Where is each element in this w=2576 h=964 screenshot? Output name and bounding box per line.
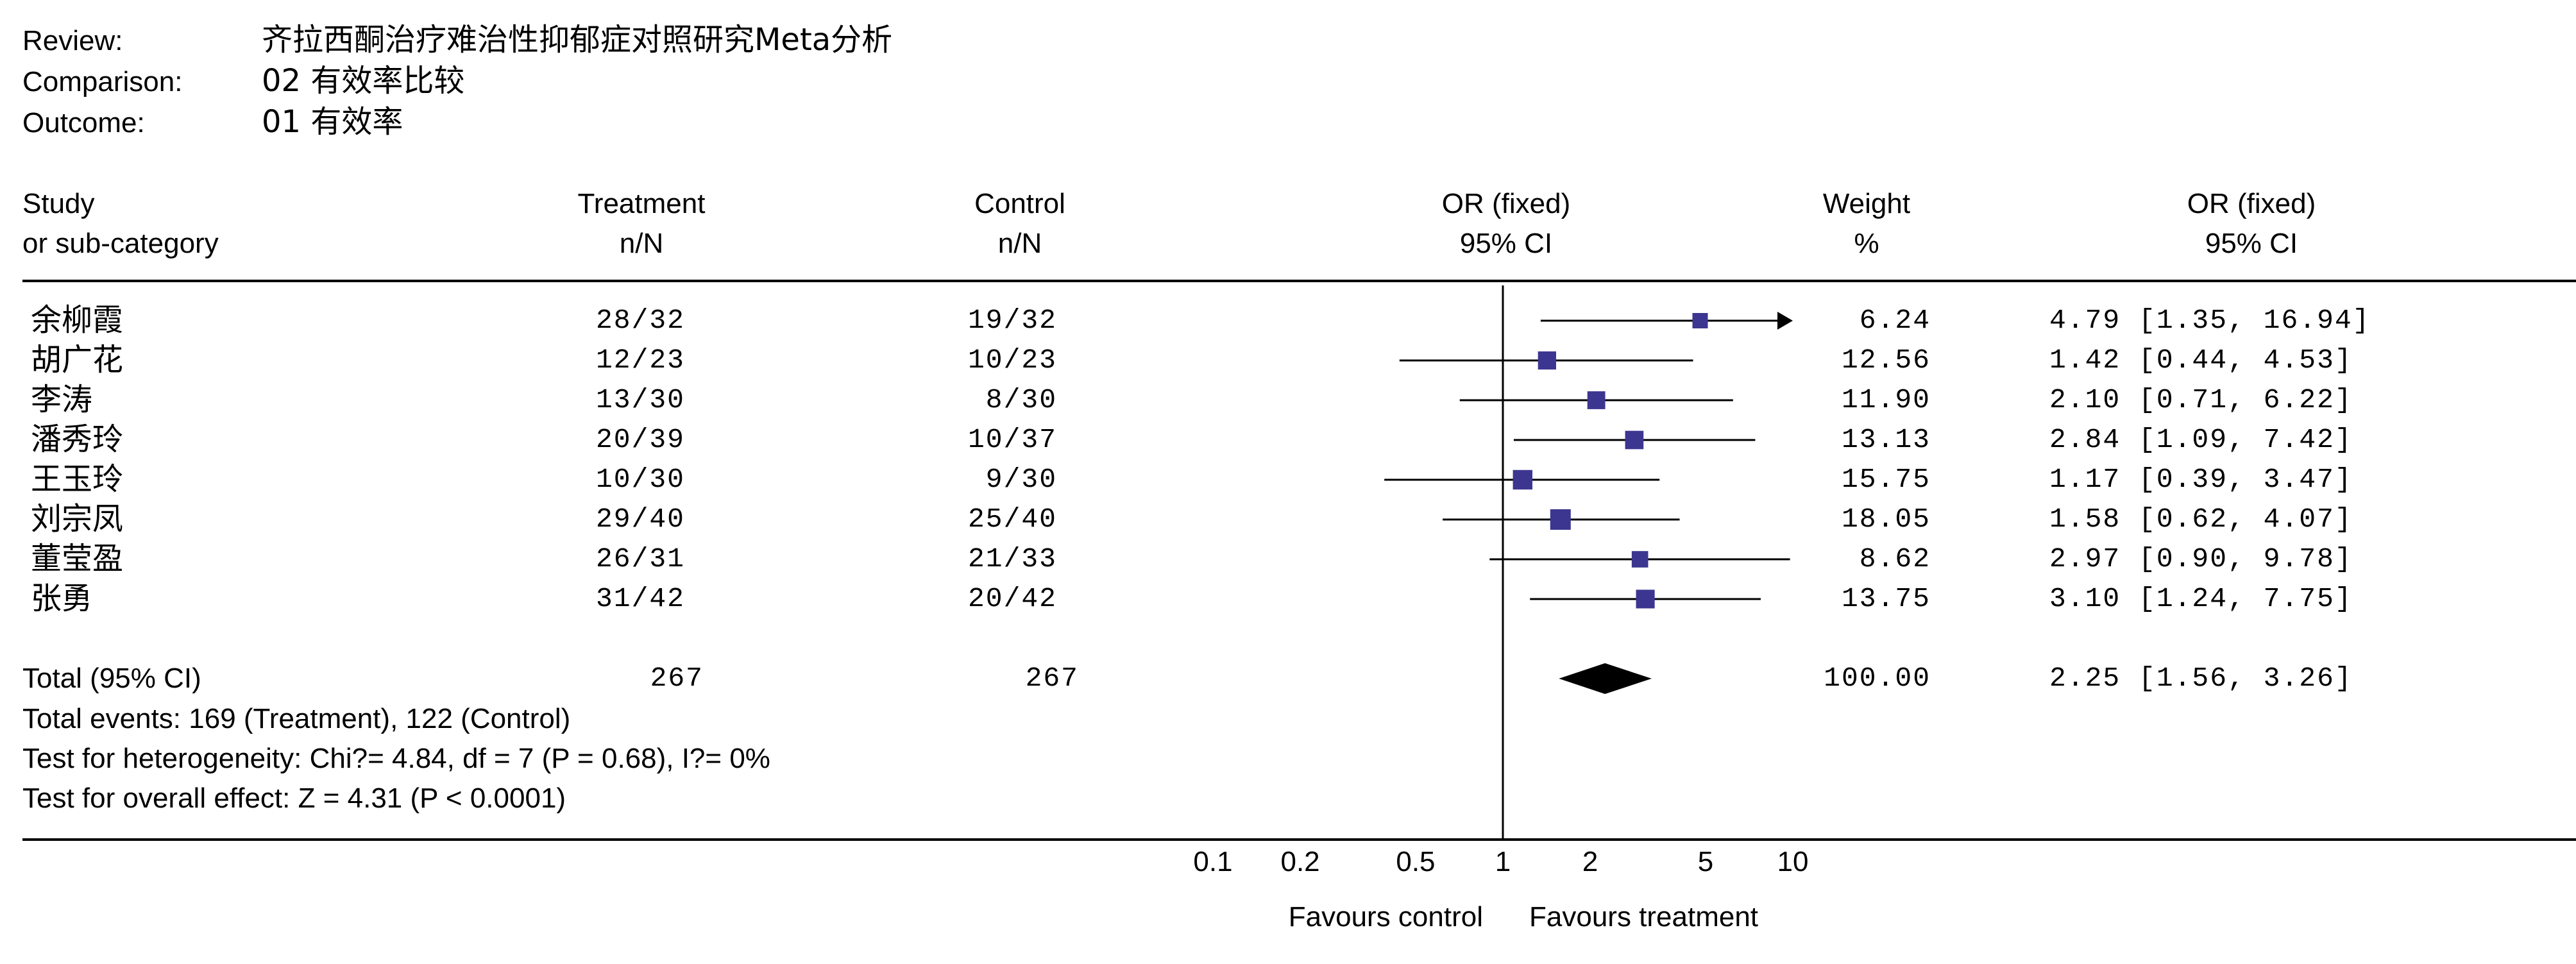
control-value: 8/30 bbox=[985, 384, 1057, 416]
or-ci-value: 4.79 [1.35, 16.94] bbox=[2049, 305, 2371, 336]
weight-value: 6.24 bbox=[1859, 305, 1931, 336]
ci-arrow bbox=[1777, 312, 1793, 330]
weight-value: 11.90 bbox=[1841, 384, 1931, 416]
treatment-value: 26/31 bbox=[595, 543, 685, 575]
col-weight-heading: Weight bbox=[1822, 188, 1911, 219]
weight-value: 13.75 bbox=[1841, 583, 1931, 614]
study-name: 董莹盈 bbox=[31, 541, 124, 577]
total-label: Total (95% CI) bbox=[22, 663, 201, 694]
total-control: 267 bbox=[1025, 663, 1079, 694]
treatment-value: 12/23 bbox=[595, 344, 685, 376]
or-ci-value: 1.17 [0.39, 3.47] bbox=[2049, 464, 2353, 495]
col-study-subheading: or sub-category bbox=[22, 228, 219, 259]
study-name: 张勇 bbox=[31, 580, 93, 616]
col-treatment-heading: Treatment bbox=[577, 188, 706, 219]
or-ci-value: 1.58 [0.62, 4.07] bbox=[2049, 503, 2353, 535]
study-name: 潘秀玲 bbox=[31, 421, 124, 457]
study-name: 王玉玲 bbox=[31, 461, 124, 497]
outcome-value: 01 有效率 bbox=[262, 104, 403, 140]
axis-tick-label: 5 bbox=[1698, 846, 1713, 877]
col-weight-subheading: % bbox=[1854, 228, 1879, 259]
axis-tick-label: 0.5 bbox=[1396, 846, 1435, 877]
treatment-value: 20/39 bbox=[595, 424, 685, 455]
study-name: 刘宗凤 bbox=[31, 501, 124, 537]
total-or-ci: 2.25 [1.56, 3.26] bbox=[2049, 663, 2353, 694]
study-marker bbox=[1692, 313, 1708, 328]
or-ci-value: 2.84 [1.09, 7.42] bbox=[2049, 424, 2353, 455]
weight-value: 18.05 bbox=[1841, 503, 1931, 535]
outcome-label: Outcome: bbox=[22, 107, 145, 139]
study-marker bbox=[1513, 469, 1533, 490]
or-ci-value: 2.10 [0.71, 6.22] bbox=[2049, 384, 2353, 416]
col-control-subheading: n/N bbox=[997, 228, 1042, 259]
treatment-value: 28/32 bbox=[595, 305, 685, 336]
treatment-value: 10/30 bbox=[595, 464, 685, 495]
axis-tick-label: 1 bbox=[1495, 846, 1511, 877]
control-value: 19/32 bbox=[967, 305, 1057, 336]
col-or-text-subheading: 95% CI bbox=[2205, 228, 2298, 259]
comparison-value: 02 有效率比较 bbox=[262, 63, 465, 99]
col-or-plot-subheading: 95% CI bbox=[1459, 228, 1553, 259]
control-value: 10/23 bbox=[967, 344, 1057, 376]
weight-value: 8.62 bbox=[1859, 543, 1931, 575]
control-value: 9/30 bbox=[985, 464, 1057, 495]
axis-tick-label: 0.1 bbox=[1193, 846, 1232, 877]
study-marker bbox=[1538, 351, 1556, 370]
or-ci-value: 2.97 [0.90, 9.78] bbox=[2049, 543, 2353, 575]
favours-control-label: Favours control bbox=[1288, 901, 1483, 933]
pooled-diamond bbox=[1559, 663, 1652, 694]
study-name: 李涛 bbox=[31, 382, 93, 418]
treatment-value: 29/40 bbox=[595, 503, 685, 535]
study-marker bbox=[1587, 391, 1606, 409]
col-treatment-subheading: n/N bbox=[619, 228, 664, 259]
total-events-note: Total events: 169 (Treatment), 122 (Cont… bbox=[22, 703, 571, 734]
axis-tick-label: 2 bbox=[1582, 846, 1598, 877]
control-value: 25/40 bbox=[967, 503, 1057, 535]
favours-treatment-label: Favours treatment bbox=[1529, 901, 1759, 933]
study-marker bbox=[1631, 551, 1648, 568]
study-marker bbox=[1625, 430, 1644, 450]
total-treatment: 267 bbox=[650, 663, 704, 694]
treatment-value: 31/42 bbox=[595, 583, 685, 614]
or-ci-value: 1.42 [0.44, 4.53] bbox=[2049, 344, 2353, 376]
weight-value: 13.13 bbox=[1841, 424, 1931, 455]
axis-tick-label: 10 bbox=[1777, 846, 1809, 877]
weight-value: 15.75 bbox=[1841, 464, 1931, 495]
heterogeneity-note: Test for heterogeneity: Chi?= 4.84, df =… bbox=[22, 743, 770, 774]
study-marker bbox=[1636, 589, 1655, 609]
study-name: 胡广花 bbox=[31, 342, 124, 378]
overall-effect-note: Test for overall effect: Z = 4.31 (P < 0… bbox=[22, 782, 566, 814]
col-or-text-heading: OR (fixed) bbox=[2187, 188, 2316, 219]
axis-tick-label: 0.2 bbox=[1280, 846, 1319, 877]
col-study-heading: Study bbox=[22, 188, 95, 219]
weight-value: 12.56 bbox=[1841, 344, 1931, 376]
study-name: 余柳霞 bbox=[31, 302, 124, 338]
control-value: 20/42 bbox=[967, 583, 1057, 614]
study-marker bbox=[1550, 509, 1571, 530]
treatment-value: 13/30 bbox=[595, 384, 685, 416]
control-value: 21/33 bbox=[967, 543, 1057, 575]
review-label: Review: bbox=[22, 25, 123, 56]
or-ci-value: 3.10 [1.24, 7.75] bbox=[2049, 583, 2353, 614]
total-weight: 100.00 bbox=[1824, 663, 1931, 694]
col-or-plot-heading: OR (fixed) bbox=[1441, 188, 1571, 219]
review-title: 齐拉西酮治疗难治性抑郁症对照研究Meta分析 bbox=[262, 22, 893, 58]
col-control-heading: Control bbox=[974, 188, 1065, 219]
control-value: 10/37 bbox=[967, 424, 1057, 455]
comparison-label: Comparison: bbox=[22, 66, 183, 97]
